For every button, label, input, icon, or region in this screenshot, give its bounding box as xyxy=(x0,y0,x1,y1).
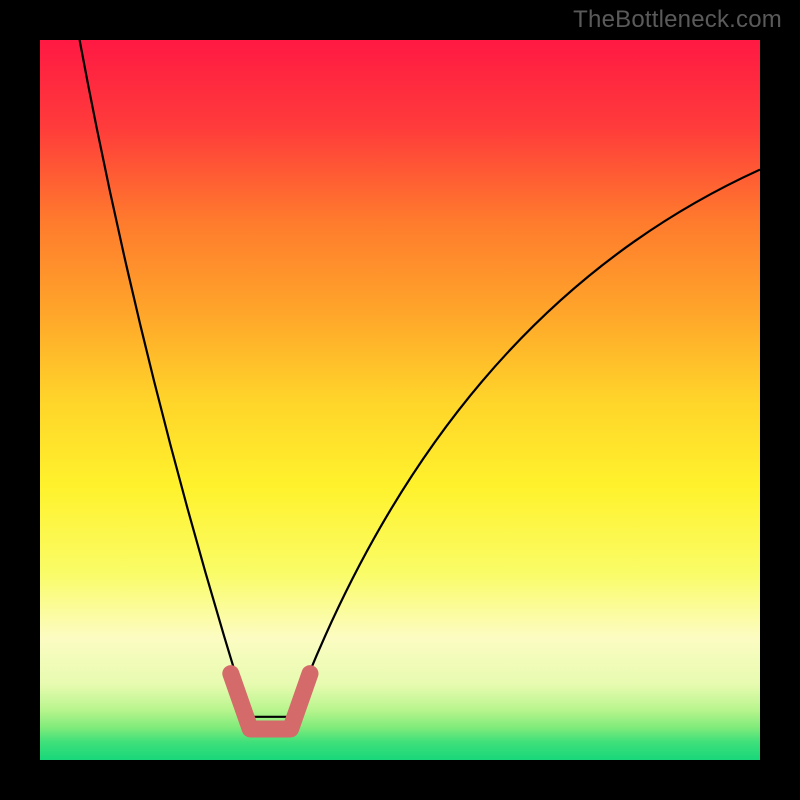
plot-svg xyxy=(40,40,760,760)
plot-background xyxy=(40,40,760,760)
watermark-text: TheBottleneck.com xyxy=(573,6,782,34)
chart-frame: TheBottleneck.com xyxy=(0,0,800,800)
plot-area xyxy=(40,40,760,760)
